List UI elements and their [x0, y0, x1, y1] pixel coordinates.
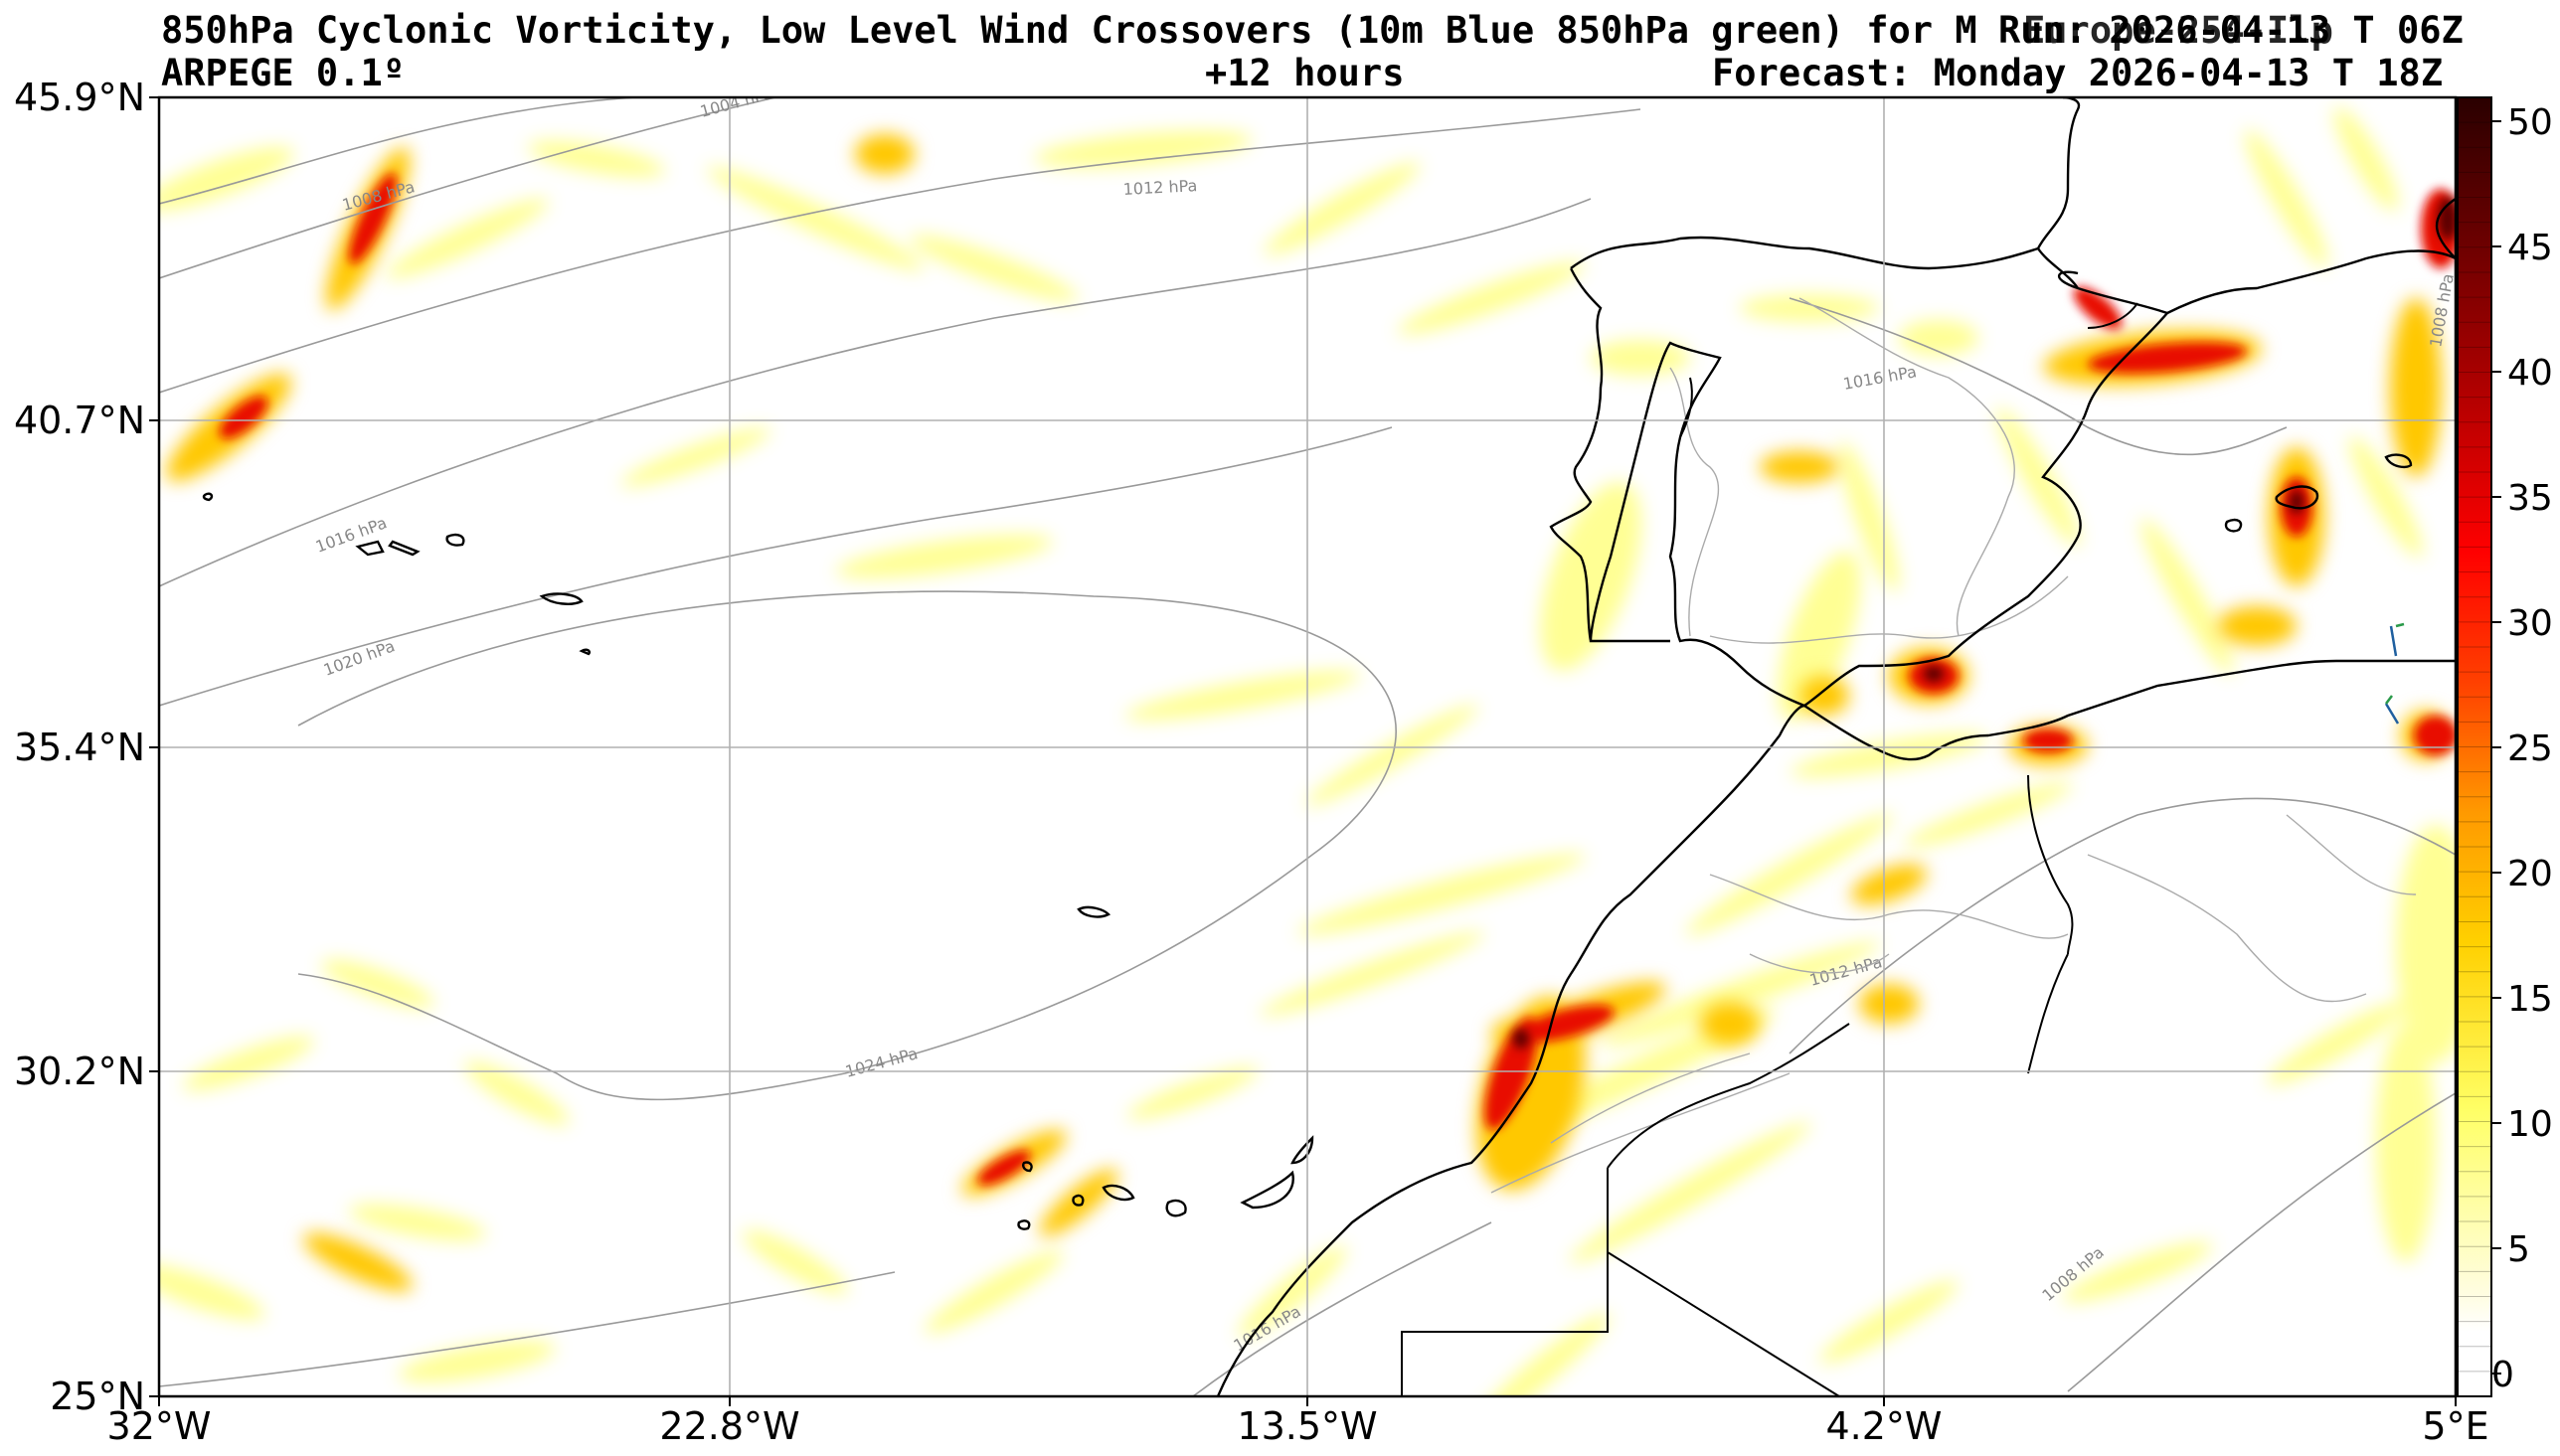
colorbar-tick-label: 35 [2507, 478, 2553, 519]
colorbar-tick-label: 15 [2507, 979, 2553, 1020]
y-tick-label: 40.7°N [14, 399, 145, 442]
map-panel: 1004 hPa 1008 hPa 1012 hPa 1016 hPa 1020… [159, 83, 2458, 1396]
x-tick-label: 32°W [107, 1404, 212, 1448]
colorbar-tick-label: 10 [2507, 1104, 2553, 1145]
run-label: Run: 2026-04-13 T 06Z [1998, 9, 2464, 52]
vorticity-field-low [159, 106, 2456, 1396]
y-tick-label: 25°N [50, 1375, 145, 1418]
azores [355, 540, 385, 557]
colorbar-tick-label: 50 [2507, 102, 2553, 143]
madeira [1077, 905, 1111, 918]
model-label: ARPEGE 0.1º [161, 52, 406, 94]
colorbar-tick-label: 25 [2507, 728, 2553, 769]
title-line1: 850hPa Cyclonic Vorticity, Low Level Win… [161, 9, 1977, 52]
isobar-labels: 1004 hPa 1008 hPa 1012 hPa 1016 hPa 1020… [313, 83, 2458, 1355]
colorbar-tick-label: 40 [2507, 353, 2553, 394]
gridlines [159, 97, 2456, 1396]
domain-label: Europe-254-Ilp [2023, 9, 2333, 52]
colorbar-tick-label: 45 [2507, 228, 2553, 268]
colorbar-tick-label: 20 [2507, 854, 2553, 894]
svg-text:1008 hPa: 1008 hPa [2426, 272, 2458, 349]
terrain-contours [1490, 297, 2417, 1194]
x-tick-label: 13.5°W [1237, 1404, 1377, 1448]
coastlines [202, 97, 2456, 1396]
x-tick-label: 5°E [2422, 1404, 2488, 1448]
africa-coast [1216, 659, 2456, 1396]
mallorca [2275, 485, 2319, 510]
vorticity-field-max [1513, 197, 2456, 1049]
y-tick-label: 30.2°N [14, 1050, 145, 1093]
lead-time-label: +12 hours [1205, 52, 1405, 94]
x-axis-labels: 32°W 22.8°W 13.5°W 4.2°W 5°E [107, 1404, 2489, 1448]
forecast-label: Forecast: Monday 2026-04-13 T 18Z [1712, 52, 2444, 94]
svg-text:1016 hPa: 1016 hPa [1841, 362, 1918, 394]
y-axis-labels: 45.9°N 40.7°N 35.4°N 30.2°N 25°N [14, 76, 145, 1418]
y-tick-label: 45.9°N [14, 76, 145, 119]
x-tick-label: 22.8°W [659, 1404, 799, 1448]
svg-text:1012 hPa: 1012 hPa [1122, 176, 1198, 199]
svg-text:1024 hPa: 1024 hPa [843, 1044, 920, 1081]
wind-crossover-markers [2384, 622, 2405, 725]
colorbar: 50 45 40 35 30 25 20 15 10 5 0 [2457, 96, 2553, 1397]
svg-text:1016 hPa: 1016 hPa [313, 513, 390, 556]
iberia-coast [1549, 236, 2170, 708]
tick-marks [149, 96, 2457, 1406]
colorbar-tick-label: 0 [2491, 1355, 2514, 1395]
y-tick-label: 35.4°N [14, 726, 145, 769]
borders [1401, 302, 2138, 1396]
svg-text:1020 hPa: 1020 hPa [321, 636, 398, 679]
canary-islands [1240, 1170, 1294, 1210]
france-coast [2036, 97, 2081, 249]
colorbar-tick-label: 30 [2507, 603, 2553, 644]
x-tick-label: 4.2°W [1825, 1404, 1942, 1448]
svg-text:1004 hPa: 1004 hPa [698, 83, 774, 121]
colorbar-tick-label: 5 [2507, 1229, 2530, 1270]
